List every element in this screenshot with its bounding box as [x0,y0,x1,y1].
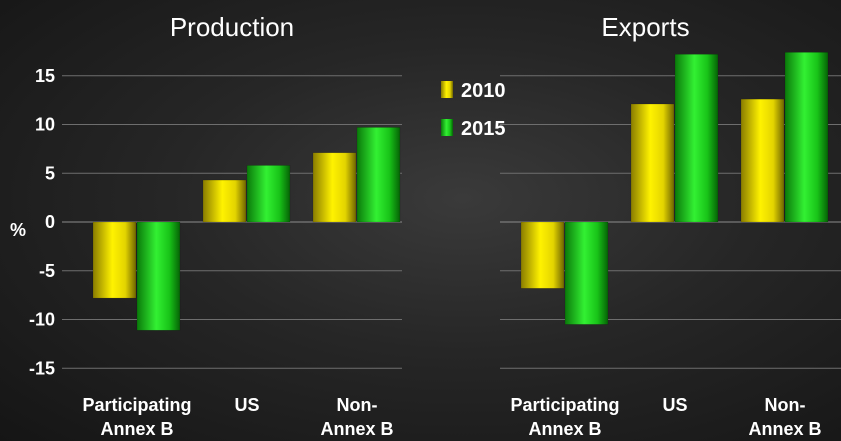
bar-2015 [356,127,401,223]
category-label: Annex B [528,419,601,439]
category-label: Participating [82,395,191,415]
category-label: Annex B [320,419,393,439]
panel-title: Production [170,12,294,42]
bar-2010 [740,98,785,223]
category-label: US [662,395,687,415]
bar-2010 [202,179,247,223]
y-tick-label: -10 [29,310,55,330]
legend-swatch [441,81,453,98]
y-tick-label: -15 [29,358,55,378]
category-label: Participating [510,395,619,415]
y-tick-label: 5 [45,163,55,183]
bar-2015 [246,165,291,223]
category-label: Non- [337,395,378,415]
legend-swatch [441,119,453,136]
legend-label: 2015 [461,118,506,140]
y-unit-label: % [10,220,26,240]
bar-2015 [136,221,181,331]
panel-title: Exports [601,12,689,42]
category-label: Annex B [748,419,821,439]
bar-2010 [520,221,565,289]
y-tick-label: 10 [35,115,55,135]
category-label: Annex B [100,419,173,439]
category-label: US [234,395,259,415]
bar-2015 [564,221,609,325]
bar-2010 [92,221,137,299]
bar-2015 [674,54,719,223]
legend-label: 2010 [461,80,506,102]
bar-2010 [312,152,357,223]
category-label: Non- [765,395,806,415]
bar-2010 [630,103,675,223]
y-tick-label: 0 [45,212,55,232]
bar-2015 [784,52,829,223]
y-tick-label: 15 [35,66,55,86]
y-tick-label: -5 [39,261,55,281]
